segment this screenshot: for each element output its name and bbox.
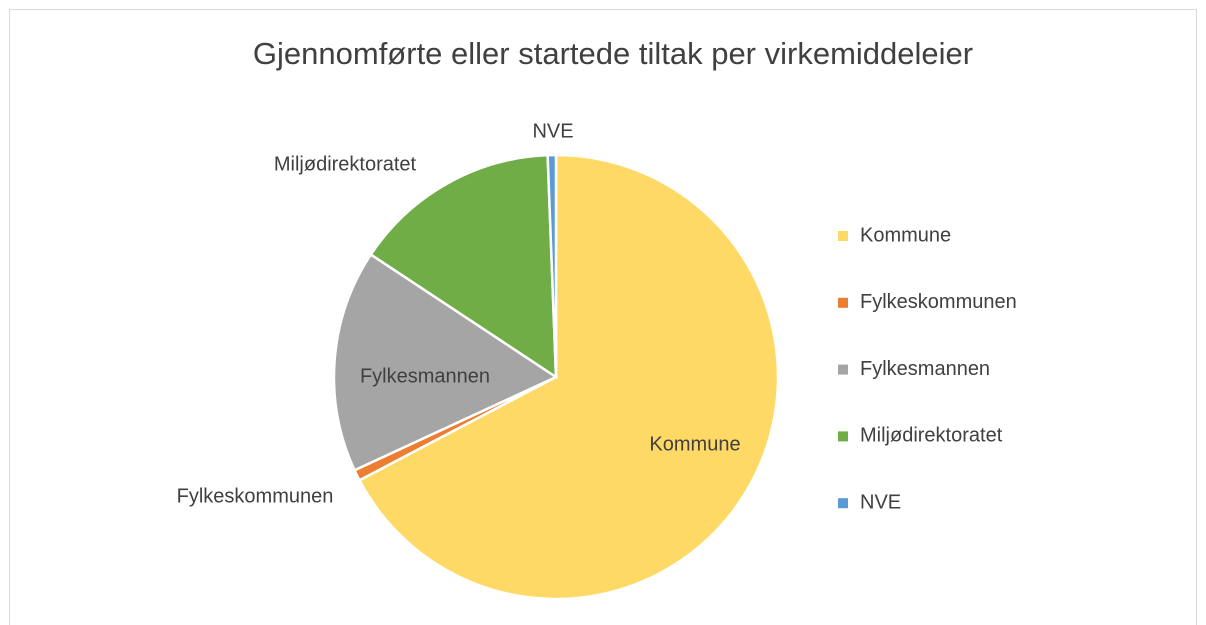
legend-swatch [838, 364, 848, 375]
pie-slice [332, 252, 559, 472]
legend-swatch [838, 297, 848, 308]
data-label: Kommune [649, 433, 740, 455]
legend-label: Fylkeskommunen [860, 291, 1017, 313]
legend-label: NVE [860, 491, 901, 513]
legend-label: Fylkesmannen [860, 358, 990, 380]
legend-label: Kommune [860, 224, 951, 246]
legend-swatch [838, 231, 848, 241]
pie-slice [369, 153, 558, 380]
data-label: Miljødirektoratet [274, 153, 417, 175]
legend-swatch [838, 498, 848, 509]
chart-title: Gjennomførte eller startede tiltak per v… [253, 36, 973, 71]
pie-slice [546, 153, 558, 378]
data-label: NVE [532, 120, 573, 142]
legend-label: Miljødirektoratet [860, 425, 1003, 447]
data-label: Fylkesmannen [360, 365, 490, 387]
pie-slice [357, 153, 780, 601]
data-label: Fylkeskommunen [177, 485, 334, 507]
legend-swatch [838, 431, 848, 442]
